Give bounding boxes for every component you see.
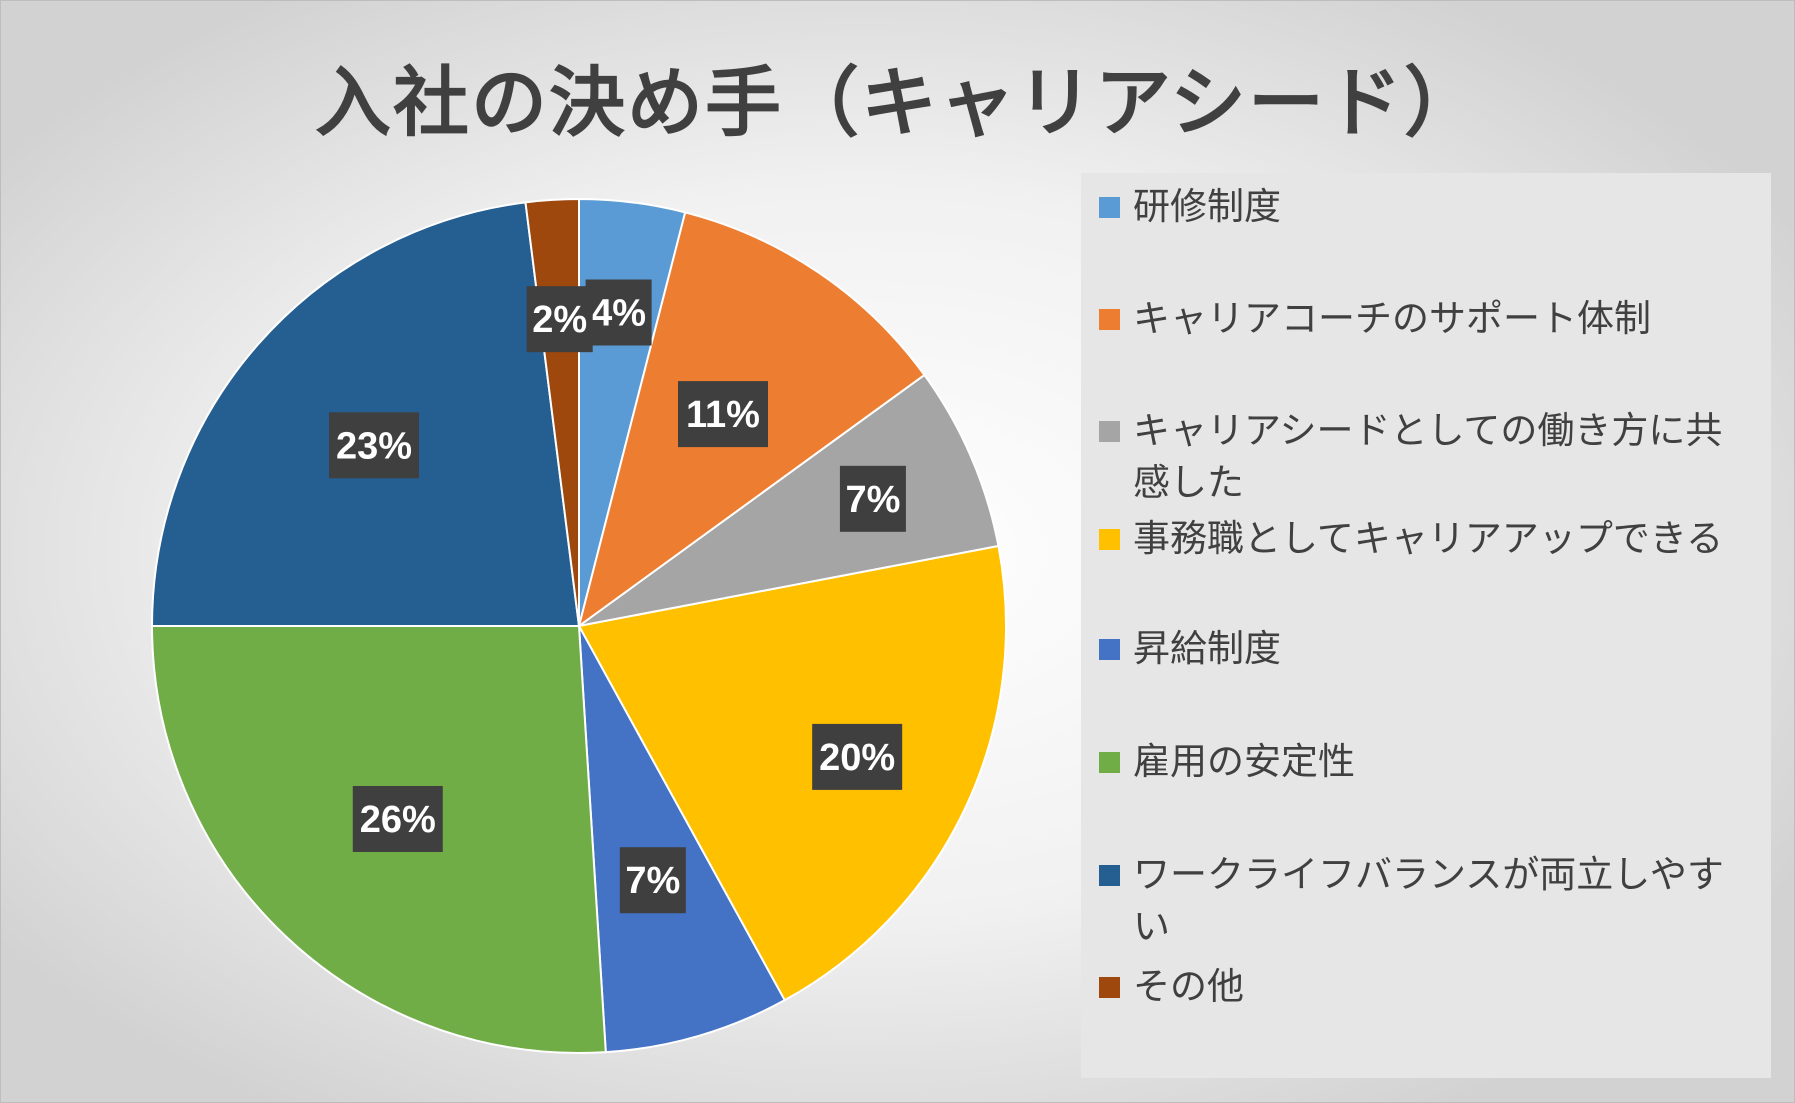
data-label-bg-2 [678,381,769,448]
legend-swatch-5 [1099,639,1120,660]
legend-item-1: 研修制度 [1099,181,1759,233]
legend-swatch-4 [1099,529,1120,550]
data-label-4: 20% [819,737,895,779]
legend-item-4: 事務職としてキャリアアップできる [1099,513,1759,565]
legend-label-6: 雇用の安定性 [1133,740,1355,783]
legend-label-5: 昇給制度 [1133,627,1281,670]
data-label-5: 7% [625,860,680,902]
legend: 研修制度キャリアコーチのサポート体制キャリアシードとしての働き方に共感した事務職… [1081,173,1771,1078]
legend-item-6: 雇用の安定性 [1099,736,1759,788]
legend-swatch-8 [1099,977,1120,998]
data-label-bg-6 [352,785,443,852]
chart-title: 入社の決め手（キャリアシード） [315,58,1482,147]
data-label-1: 4% [591,293,646,335]
data-label-6: 26% [360,799,436,841]
legend-swatch-1 [1099,197,1120,218]
legend-swatch-3 [1099,421,1120,442]
legend-item-5: 昇給制度 [1099,623,1759,675]
data-label-7: 23% [336,425,412,467]
legend-label-4: 事務職としてキャリアアップできる [1133,517,1724,560]
legend-label-2: キャリアコーチのサポート体制 [1133,297,1651,340]
data-label-bg-3 [839,465,906,532]
data-label-bg-8 [526,286,593,353]
legend-label-8: その他 [1133,965,1244,1008]
data-label-bg-5 [619,847,686,914]
legend-swatch-2 [1099,309,1120,330]
legend-item-7: ワークライフバランスが両立しやすい [1099,849,1759,953]
data-label-bg-4 [812,723,903,790]
pie-slice-5 [578,625,787,1054]
legend-item-2: キャリアコーチのサポート体制 [1099,293,1759,345]
legend-item-8: その他 [1099,961,1759,1013]
legend-label-7: ワークライフバランスが両立しやすい [1133,853,1724,948]
legend-swatch-6 [1099,752,1120,773]
legend-item-3: キャリアシードとしての働き方に共感した [1099,405,1759,509]
pie-slice-4 [577,544,1007,1002]
data-label-3: 7% [845,479,900,521]
pie-data-labels: 4% 11% 7% 20% 7% 26% 23% 2% [329,279,906,914]
data-label-bg-7 [329,412,420,479]
legend-swatch-7 [1099,865,1120,886]
pie-slice-3 [578,373,1000,627]
data-label-8: 2% [532,299,587,341]
legend-label-3: キャリアシードとしての働き方に共感した [1133,409,1723,504]
data-label-2: 11% [686,394,760,436]
legend-label-1: 研修制度 [1133,185,1281,228]
data-label-bg-1 [585,279,652,346]
